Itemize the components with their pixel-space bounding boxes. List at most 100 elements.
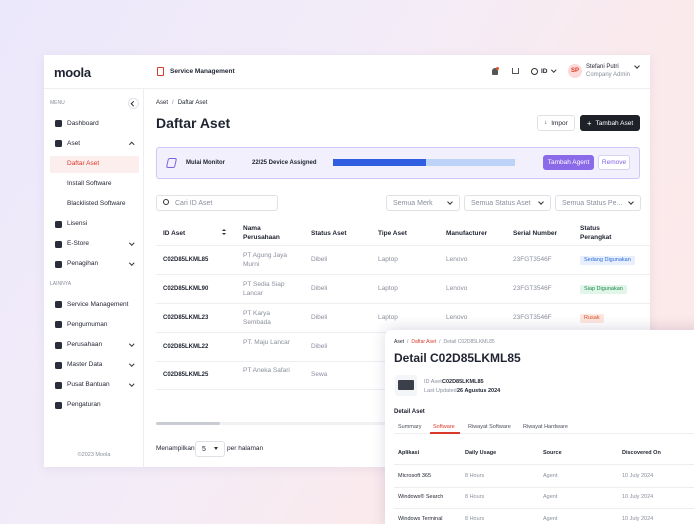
table-cell: C02D85LKML22 [163,344,209,350]
table-cell: 10 July 2024 [622,516,654,522]
detail-breadcrumb: Aset / Daftar Aset / Detail C02D85LKML85 [394,338,495,346]
table-cell: C02D85LKML23 [163,315,209,321]
menu-item[interactable]: Aset [67,139,81,147]
section-label: MENU [50,100,65,106]
id-value: C02D85LKML85 [442,379,484,385]
cart-icon[interactable] [512,68,519,74]
menu-icon [55,401,62,409]
table-cell: Laptop [378,314,398,321]
menu-item[interactable]: Lisensi [67,220,88,227]
menu-item[interactable]: Pusat Bantuan [67,381,110,389]
breadcrumb-item[interactable]: Detail C02D85LKML85 [443,339,495,345]
pagination-suffix: per halaman [227,445,264,452]
module-icon [157,67,164,76]
active-highlight [50,155,139,173]
table-cell: Windows Terminal [398,516,443,522]
import-button[interactable]: ↓ Impor [537,115,575,131]
table-cell: C02D85LKML90 [163,286,209,292]
menu-icon [55,220,62,228]
tab-indicator [430,432,460,434]
table-cell: Agent [543,516,558,522]
menu-item[interactable]: Penagihan [67,260,99,268]
menu-item[interactable]: Perusahaan [67,341,103,348]
row-divider [394,464,694,465]
table-cell: Dibeli [311,256,328,263]
page-size: 5 [202,445,206,453]
table-cell: Laptop [378,256,398,263]
submenu-item[interactable]: Blacklisted Software [67,199,126,207]
add-agent-button[interactable]: Tambah Agent [543,155,594,170]
module-name: Service Management [170,68,235,75]
column-header: Serial Number [513,229,558,237]
breadcrumb-item[interactable]: Daftar Aset [411,339,437,345]
user-chevron[interactable] [634,63,640,69]
menu-chevron [129,381,135,387]
filter-label: Semua Status Aset [471,199,531,207]
filter-label: Semua Status Pe... [562,199,623,207]
table-cell: Sewa [311,371,328,378]
breadcrumb-separator: / [407,339,409,345]
sort-icon[interactable] [222,229,226,231]
table-cell: 10 July 2024 [622,494,654,500]
pagination-prefix: Menampilkan [156,445,195,452]
scroll-thumb[interactable] [156,422,220,425]
notification-icon[interactable] [492,68,498,75]
breadcrumb-item[interactable]: Aset [394,339,405,345]
menu-item[interactable]: E-Store [67,240,90,248]
menu-item[interactable]: Pengumuman [67,320,108,328]
table-cell: Windows® Search [398,494,444,500]
breadcrumb-item[interactable]: Aset [156,100,169,106]
breadcrumb-item[interactable]: Daftar Aset [177,100,208,106]
add-asset-label: Tambah Aset [595,119,634,127]
menu-item[interactable]: Pengaturan [67,401,101,409]
language[interactable]: ID [541,67,548,75]
tab[interactable]: Riwayat Software [468,424,511,430]
menu-item[interactable]: Master Data [67,361,103,369]
column-header: ID Aset [163,229,186,237]
filter-select[interactable]: Semua Merk [386,195,460,211]
tab[interactable]: Software [433,424,455,430]
logo[interactable]: moola [54,65,91,80]
monitor-title: Mulai Monitor [186,160,225,166]
column-header: Status Perangkat [580,225,612,241]
table-cell: Agent [543,494,558,500]
language-icon[interactable] [531,68,538,75]
menu-icon [55,301,62,309]
column-header: Discovered On [622,450,661,456]
table-cell: C02D85LKML25 [163,372,209,378]
submenu-item[interactable]: Daftar Aset [67,159,100,167]
language-chevron [551,67,557,73]
menu-chevron [129,240,135,246]
updated-label: Last Updated: [424,388,459,394]
sidebar-divider [143,89,144,467]
remove-button[interactable]: Remove [598,155,630,170]
app-window: moola Service Management ID SP Stefani P… [44,55,650,467]
table-cell: PT Karya Sembada [243,310,271,326]
add-asset-button[interactable]: + Tambah Aset [580,115,640,131]
menu-icon [55,361,62,369]
row-divider [394,487,694,488]
section-label: LAINNYA [50,281,72,288]
filter-select[interactable]: Semua Status Aset [464,195,551,211]
menu-item[interactable]: Service Management [67,300,129,308]
tab[interactable]: Riwayat Hardware [523,424,568,430]
collapse-button[interactable] [128,98,139,109]
sort-icon[interactable] [222,233,226,235]
menu-item[interactable]: Dashboard [67,119,99,127]
search-input[interactable]: Cari ID Aset [156,195,278,211]
menu-chevron [129,141,135,147]
column-header: Daily Usage [465,450,497,456]
menu-icon [55,140,62,148]
page-size-select[interactable]: 5 [195,441,225,457]
tab[interactable]: Summary [398,424,422,430]
copyright: ©2023 Moola [77,452,111,458]
status-badge: Rusak [580,313,604,323]
submenu-item[interactable]: Install Software [67,179,112,187]
avatar[interactable]: SP [568,64,582,78]
table-cell: 8 Hours [465,494,485,500]
detail-section: Detail Aset [394,409,425,415]
page-size-caret [214,447,218,450]
filter-select[interactable]: Semua Status Pe... [555,195,641,211]
filter-label: Semua Merk [393,199,433,207]
table-cell: C02D85LKML85 [163,257,209,263]
